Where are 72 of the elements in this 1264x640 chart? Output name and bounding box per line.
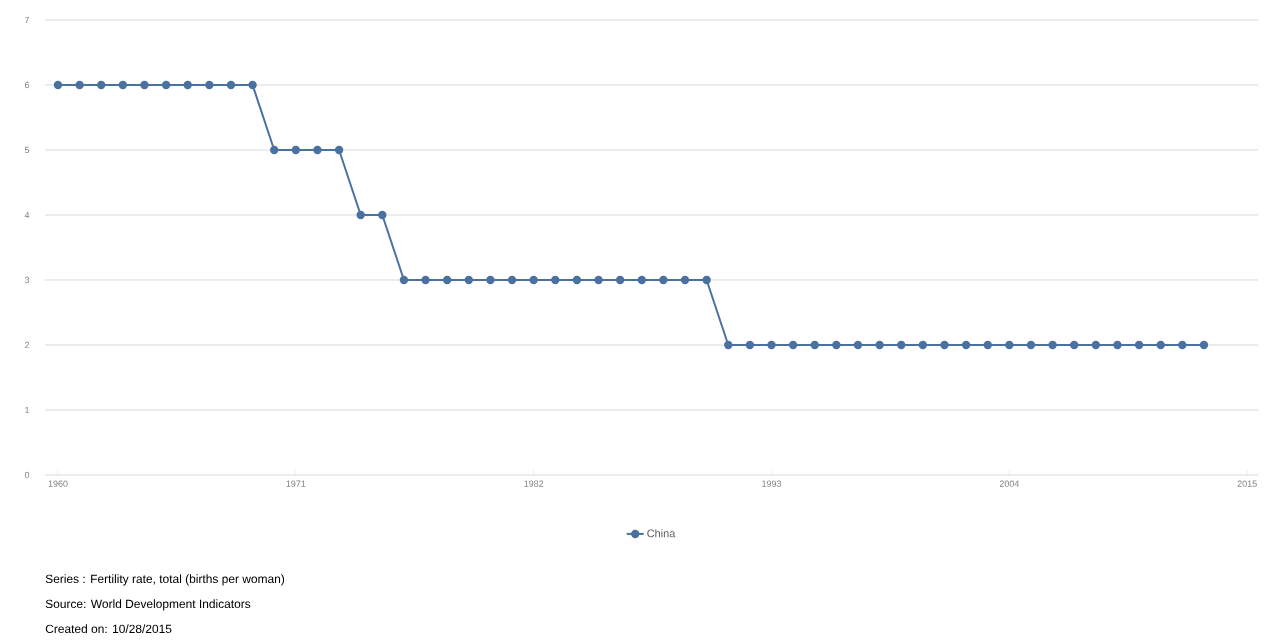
point bbox=[767, 340, 776, 350]
point bbox=[464, 275, 473, 285]
point bbox=[1113, 340, 1122, 350]
point bbox=[529, 275, 538, 285]
point bbox=[918, 340, 928, 350]
point bbox=[313, 145, 322, 155]
point bbox=[53, 80, 63, 90]
point bbox=[183, 80, 192, 90]
point bbox=[788, 340, 798, 350]
point bbox=[961, 340, 971, 350]
x-tick-label: 1993 bbox=[762, 480, 782, 487]
y-tick-label: 3 bbox=[24, 276, 30, 284]
point bbox=[205, 80, 214, 90]
point bbox=[97, 80, 106, 90]
point bbox=[226, 80, 236, 90]
point bbox=[270, 145, 279, 155]
point bbox=[594, 275, 603, 285]
point bbox=[248, 80, 257, 90]
point bbox=[940, 340, 949, 350]
x-tick-label: 1971 bbox=[286, 480, 306, 487]
point bbox=[875, 340, 884, 350]
point bbox=[1134, 340, 1144, 350]
point bbox=[983, 340, 992, 350]
point bbox=[853, 340, 863, 350]
point bbox=[1048, 340, 1057, 350]
point bbox=[334, 145, 344, 155]
y-tick-label: 7 bbox=[24, 16, 30, 24]
point bbox=[1070, 340, 1079, 350]
point bbox=[745, 340, 755, 350]
point bbox=[810, 340, 819, 350]
point bbox=[680, 275, 690, 285]
point bbox=[551, 275, 560, 285]
x-tick-label: 2004 bbox=[999, 480, 1020, 487]
point bbox=[637, 275, 646, 285]
point bbox=[356, 210, 365, 220]
point bbox=[442, 275, 452, 285]
point bbox=[1026, 340, 1036, 350]
point bbox=[1005, 340, 1014, 350]
point bbox=[507, 275, 517, 285]
point bbox=[897, 340, 906, 350]
y-tick-label: 2 bbox=[24, 341, 30, 349]
point bbox=[615, 275, 625, 285]
point bbox=[378, 210, 387, 220]
point bbox=[1091, 340, 1101, 350]
y-tick-label: 1 bbox=[25, 406, 30, 414]
point bbox=[1199, 340, 1209, 350]
point bbox=[572, 275, 582, 285]
point bbox=[1156, 340, 1165, 350]
x-tick-label: 2015 bbox=[1237, 480, 1257, 487]
point bbox=[140, 80, 149, 90]
point bbox=[161, 80, 171, 90]
text: Created on: 10/28/2015 bbox=[45, 624, 172, 634]
point bbox=[702, 275, 711, 285]
point bbox=[75, 80, 84, 90]
point bbox=[421, 275, 430, 285]
y-tick-label: 4 bbox=[24, 211, 30, 219]
x-tick-label: 1982 bbox=[524, 480, 544, 487]
point bbox=[399, 275, 409, 285]
point bbox=[1178, 340, 1187, 350]
y-tick-label: 5 bbox=[24, 146, 30, 154]
y-tick-label: 6 bbox=[24, 81, 30, 89]
y-tick-label: 0 bbox=[24, 471, 30, 479]
point bbox=[291, 145, 301, 155]
point bbox=[118, 80, 128, 90]
x-tick-label: 1960 bbox=[48, 480, 68, 487]
legend-label: China bbox=[647, 529, 676, 538]
point bbox=[659, 275, 668, 285]
text: Series : Fertility rate, total (births per woman) bbox=[45, 574, 285, 586]
point bbox=[486, 275, 495, 285]
point bbox=[832, 340, 841, 350]
point bbox=[724, 340, 733, 350]
source-note: Source: World Development Indicators bbox=[45, 599, 251, 611]
